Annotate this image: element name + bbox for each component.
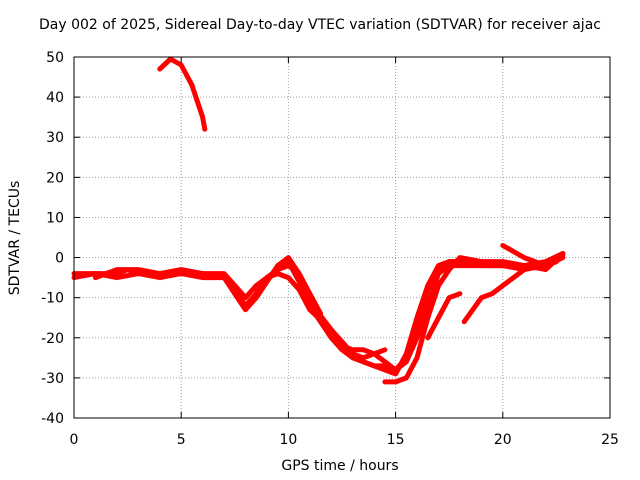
y-tick-label: 10 (46, 210, 64, 226)
series-line-arc-5 (157, 56, 208, 132)
x-tick-label: 5 (177, 432, 186, 448)
plot-frame (73, 56, 611, 419)
x-tick-label: 20 (494, 432, 512, 448)
series-line-arc-7 (425, 291, 463, 341)
y-axis-label: SDTVAR / TECUs (7, 181, 23, 296)
y-tick-label: -10 (41, 291, 64, 307)
series-line-arc-6 (328, 335, 388, 361)
x-tick-label: 25 (601, 432, 619, 448)
series-layer (71, 56, 566, 385)
y-tick-label: 40 (46, 90, 64, 106)
x-axis-label: GPS time / hours (281, 458, 398, 474)
series-line-arc-4 (382, 251, 566, 385)
series-line-arc-8 (461, 267, 527, 325)
y-tick-label: 20 (46, 170, 64, 186)
chart-title: Day 002 of 2025, Sidereal Day-to-day VTE… (39, 17, 601, 33)
y-tick-label: -20 (41, 331, 64, 347)
x-tick-label: 15 (387, 432, 405, 448)
x-tick-label: 0 (70, 432, 79, 448)
series-line-arc-10 (253, 263, 324, 317)
y-tick-label: 50 (46, 50, 64, 66)
y-tick-label: 0 (55, 251, 64, 267)
x-tick-label: 10 (279, 432, 297, 448)
tick-layer: 0 5 10 15 20 25 -40 -30 -20 -10 0 10 20 30 40 50 (41, 50, 619, 448)
y-tick-label: 30 (46, 130, 64, 146)
grid-layer (74, 57, 610, 418)
y-tick-label: -40 (41, 411, 64, 427)
y-tick-label: -30 (41, 371, 64, 387)
series-line-arc-9 (500, 243, 566, 269)
